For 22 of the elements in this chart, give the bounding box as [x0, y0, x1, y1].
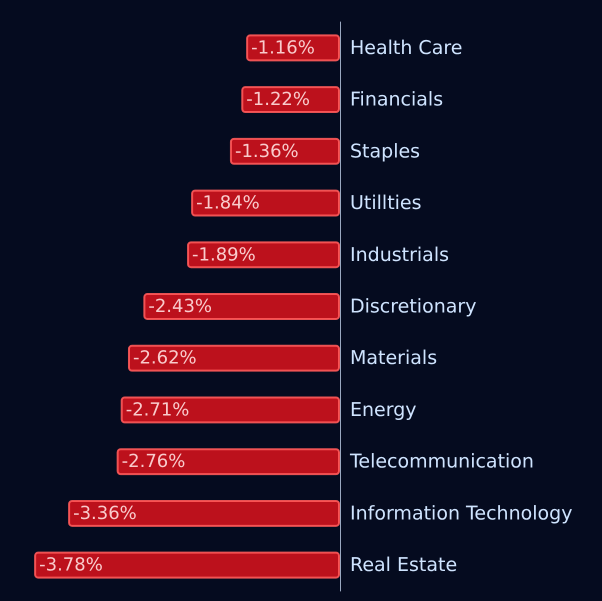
data-label: -1.89%	[192, 244, 256, 266]
data-label: -2.76%	[122, 451, 186, 472]
y-tick-label: Financials	[350, 88, 444, 111]
y-tick-label: Real Estate	[350, 554, 458, 576]
data-label: -2.43%	[148, 296, 212, 317]
y-tick-label: Materials	[350, 347, 438, 370]
data-label: -1.22%	[246, 89, 310, 110]
y-tick-label: Staples	[350, 140, 420, 162]
data-label: -3.36%	[73, 502, 137, 524]
data-label: -2.71%	[126, 399, 190, 420]
y-tick-label: Energy	[350, 398, 417, 421]
data-label: -2.62%	[132, 348, 197, 369]
y-tick-label: Information Technology	[350, 502, 572, 524]
y-tick-label: Industrials	[350, 244, 450, 266]
data-label: -3.78%	[39, 554, 103, 576]
data-label: -1.84%	[196, 192, 260, 214]
y-tick-label: Telecommunication	[349, 450, 534, 473]
data-label: -1.36%	[234, 140, 299, 162]
data-label: -1.16%	[251, 37, 315, 58]
y-tick-label: Discretionary	[350, 296, 476, 318]
y-tick-label: Health Care	[350, 36, 462, 59]
y-tick-label: Utillties	[350, 192, 422, 214]
